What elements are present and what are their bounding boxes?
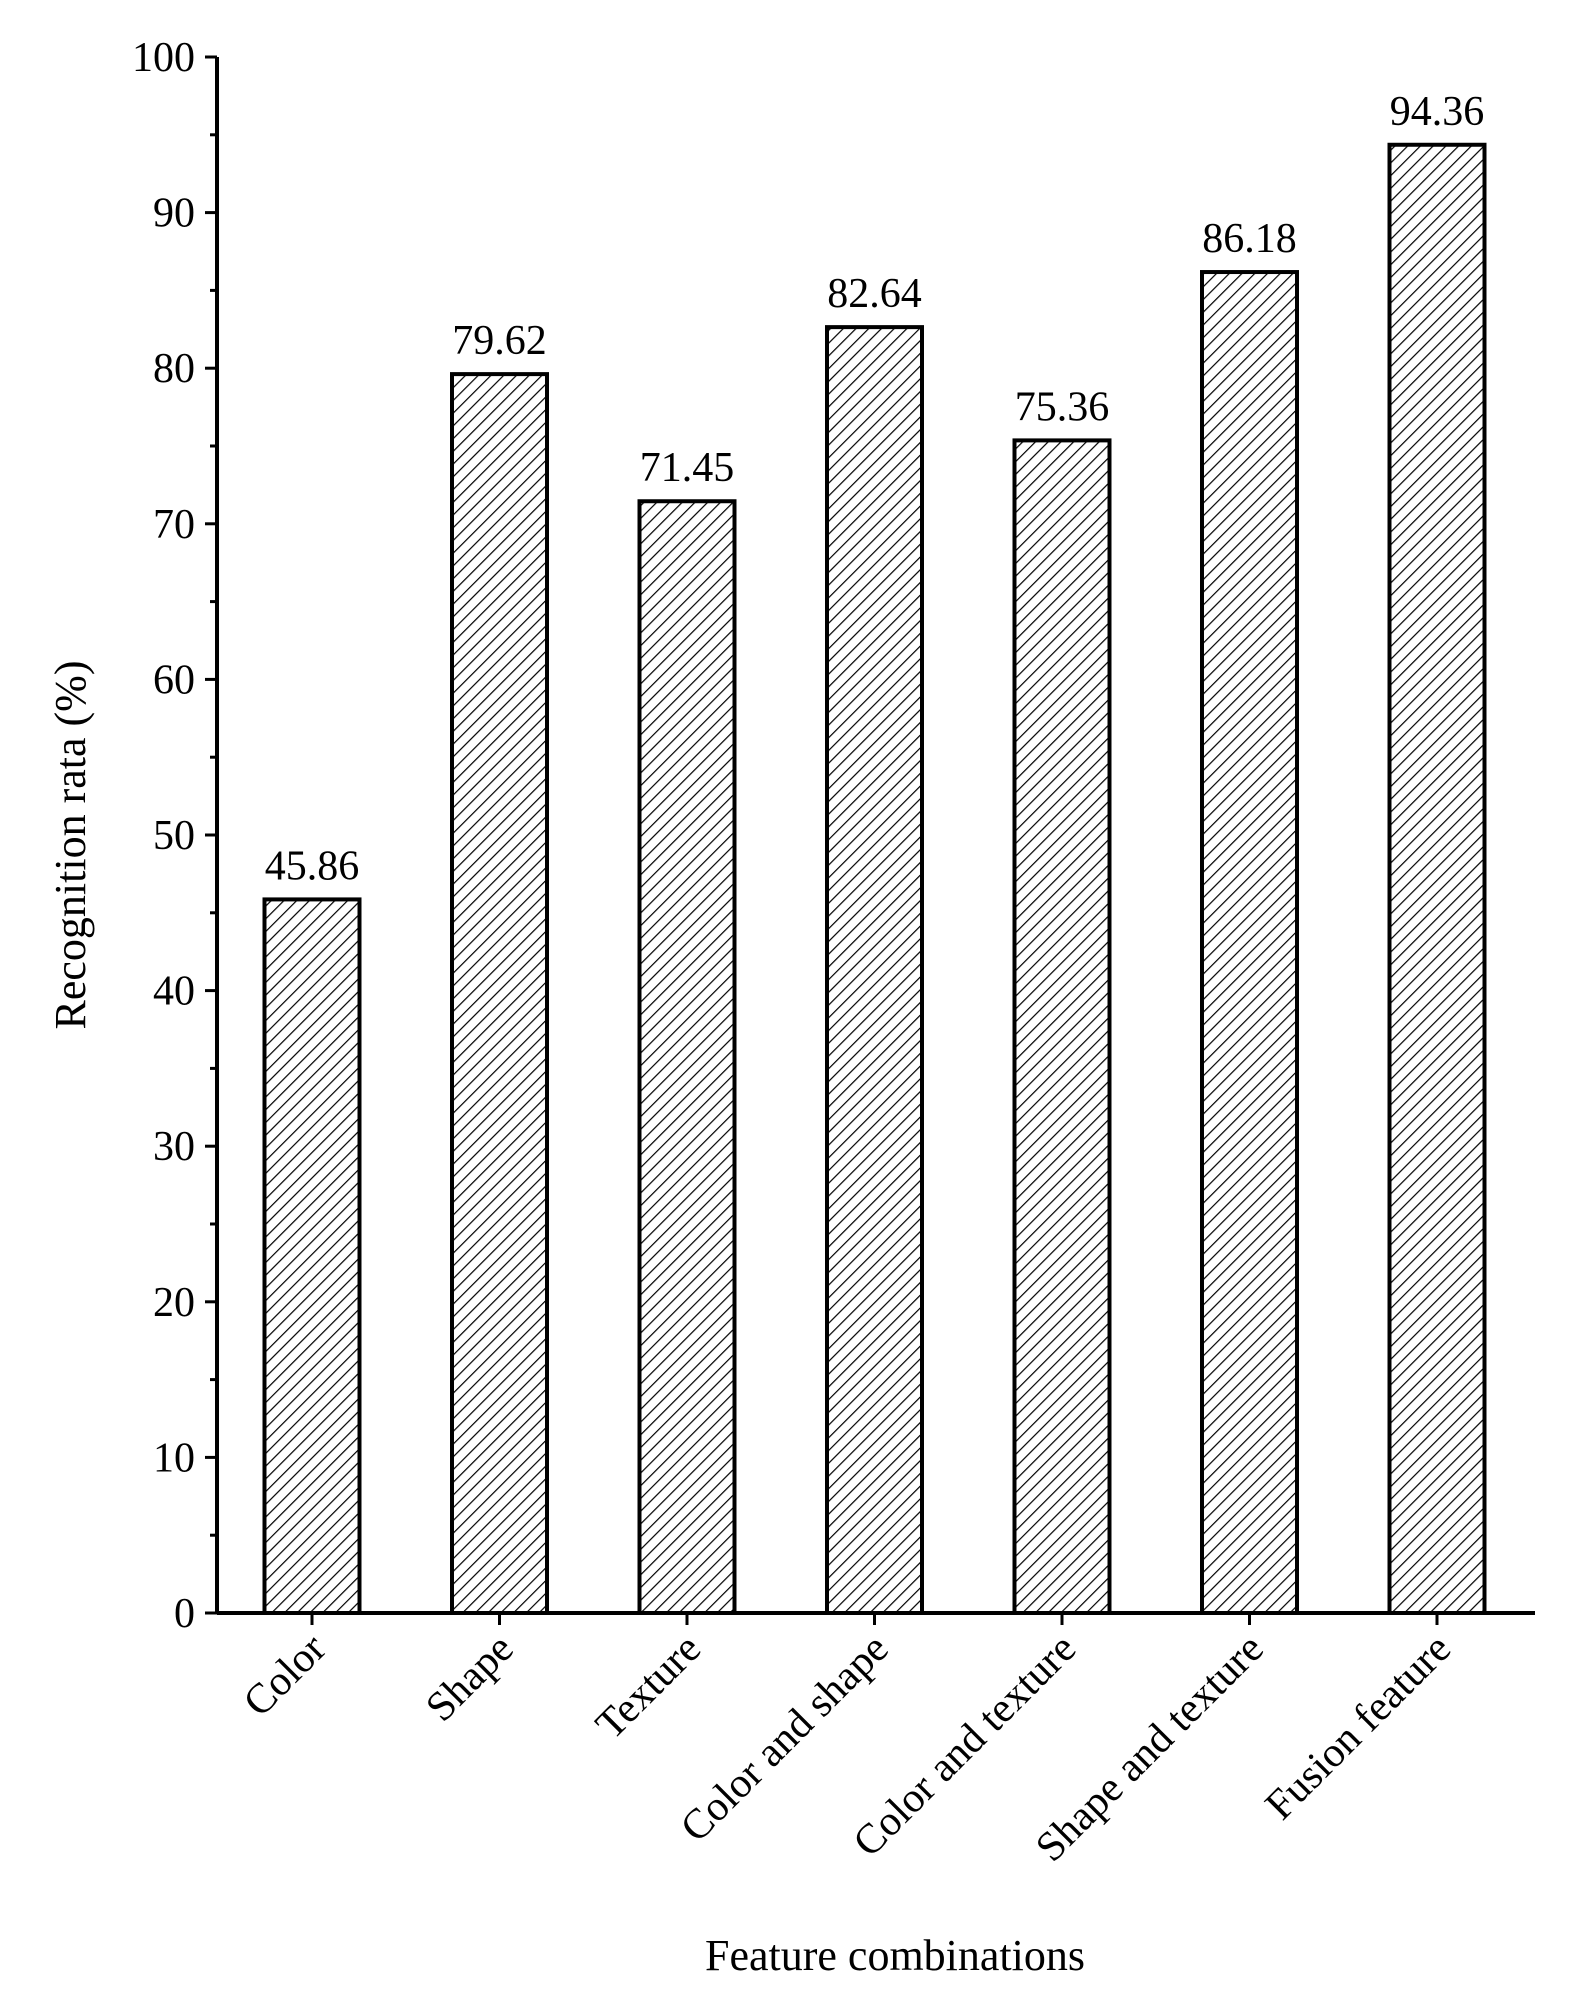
y-tick-label: 0 — [174, 1591, 195, 1637]
y-tick-label: 10 — [153, 1435, 195, 1481]
y-tick-label: 60 — [153, 657, 195, 703]
y-tick-label: 100 — [132, 35, 195, 81]
data-label: 79.62 — [452, 318, 547, 364]
x-axis-title: Feature combinations — [705, 1931, 1085, 1980]
data-label: 71.45 — [640, 445, 735, 491]
bar — [1200, 270, 1299, 1616]
data-label: 75.36 — [1015, 384, 1110, 430]
bar — [637, 499, 737, 1615]
y-tick-label: 20 — [153, 1280, 195, 1326]
x-tick-label: Texture — [587, 1626, 710, 1749]
y-tick-label: 40 — [153, 969, 195, 1015]
bars — [262, 142, 1487, 1616]
bar — [262, 897, 362, 1615]
bar — [1012, 438, 1112, 1615]
data-label: 45.86 — [265, 843, 360, 889]
y-tick-label: 70 — [153, 502, 195, 548]
y-tick-label: 50 — [153, 813, 195, 859]
y-tick-label: 80 — [153, 346, 195, 392]
y-axis: 0 10 20 30 40 50 60 70 80 90 100 — [132, 35, 219, 1637]
data-label: 82.64 — [827, 271, 922, 317]
data-labels: 45.86 79.62 71.45 82.64 75.36 86.18 94.36 — [265, 89, 1485, 890]
data-label: 86.18 — [1202, 216, 1297, 262]
bar — [450, 372, 549, 1615]
y-tick-label: 90 — [153, 191, 195, 237]
x-tick-label: Color — [235, 1626, 335, 1726]
data-label: 94.36 — [1390, 89, 1485, 135]
x-tick-label: Fusion feature — [1257, 1626, 1460, 1829]
x-tick-label: Shape — [417, 1626, 522, 1731]
bar — [825, 325, 924, 1616]
y-axis-title: Recognition rata (%) — [46, 661, 95, 1030]
bar — [1387, 142, 1487, 1615]
y-tick-label: 30 — [153, 1124, 195, 1170]
